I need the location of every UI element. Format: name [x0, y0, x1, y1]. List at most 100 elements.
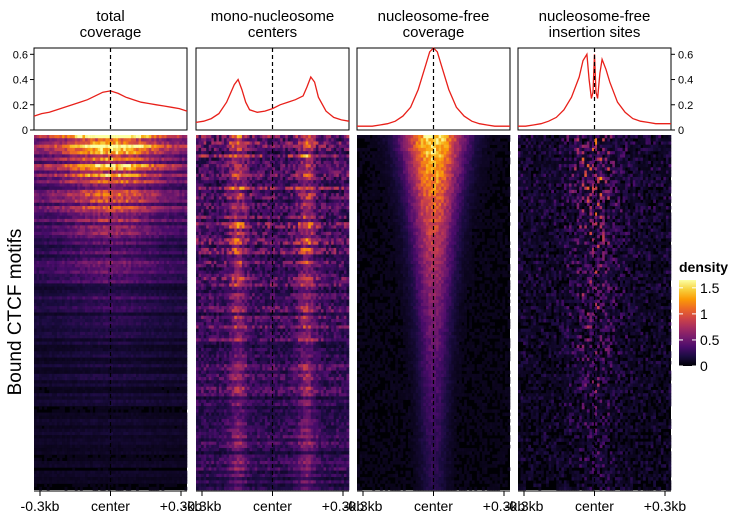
heatmap-cell	[156, 267, 160, 271]
heatmap-cell	[107, 231, 111, 236]
heatmap-cell	[123, 351, 127, 355]
heatmap-cell	[59, 173, 63, 178]
heatmap-cell	[148, 280, 152, 284]
heatmap-cell	[158, 180, 162, 184]
heatmap-cell	[85, 357, 88, 362]
heatmap-cell	[128, 138, 132, 142]
heatmap-cell	[158, 147, 162, 152]
heatmap-cell	[130, 164, 134, 168]
heatmap-cell	[136, 241, 139, 246]
heatmap-cell	[59, 286, 63, 291]
heatmap-cell	[158, 164, 162, 168]
heatmap-cell	[62, 331, 65, 336]
heatmap-cell	[156, 164, 160, 168]
heatmap-cell	[82, 312, 86, 317]
heatmap-cell	[49, 370, 53, 375]
heatmap-cell	[100, 328, 104, 333]
heatmap-cell	[102, 396, 106, 400]
heatmap-cell	[44, 212, 48, 216]
heatmap-cell	[62, 222, 65, 226]
heatmap-cell	[51, 180, 55, 184]
heatmap-cell	[59, 135, 63, 139]
heatmap-cell	[171, 170, 175, 175]
heatmap-cell	[64, 380, 68, 384]
heatmap-cell	[64, 325, 68, 329]
heatmap-cell	[166, 257, 170, 262]
heatmap-cell	[169, 183, 172, 187]
heatmap-cell	[181, 348, 185, 352]
heatmap-cell	[56, 206, 60, 210]
heatmap-cell	[130, 270, 134, 275]
heatmap-cell	[59, 225, 63, 229]
heatmap-cell	[136, 267, 139, 271]
heatmap-cell	[49, 312, 53, 317]
heatmap-cell	[79, 312, 83, 317]
heatmap-cell	[118, 212, 121, 216]
heatmap-cell	[169, 357, 172, 362]
heatmap-cell	[113, 241, 116, 246]
heatmap-cell	[128, 238, 132, 242]
heatmap-cell	[44, 335, 48, 339]
heatmap-cell	[148, 218, 152, 223]
heatmap-cell	[41, 399, 45, 404]
heatmap-cell	[171, 396, 175, 400]
heatmap-cell	[136, 167, 139, 171]
heatmap-cell	[141, 389, 144, 394]
heatmap-cell	[51, 322, 55, 326]
heatmap-cell	[181, 351, 185, 355]
heatmap-cell	[64, 199, 68, 204]
heatmap-cell	[133, 306, 137, 310]
heatmap-cell	[141, 235, 144, 239]
heatmap-cell	[141, 247, 144, 252]
heatmap-cell	[64, 351, 68, 355]
heatmap-cell	[92, 141, 96, 145]
heatmap-cell	[51, 160, 55, 165]
heatmap-cell	[164, 309, 167, 313]
heatmap-cell	[34, 225, 37, 229]
heatmap-cell	[176, 312, 180, 317]
heatmap-cell	[64, 202, 68, 207]
heatmap-cell	[100, 354, 104, 358]
heatmap-cell	[166, 383, 170, 388]
heatmap-cell	[118, 199, 121, 204]
heatmap-cell	[51, 189, 55, 194]
heatmap-cell	[69, 373, 73, 378]
heatmap-cell	[174, 386, 178, 391]
heatmap-cell	[110, 341, 114, 346]
heatmap-cell	[128, 383, 132, 388]
heatmap-cell	[158, 141, 162, 145]
heatmap-cell	[100, 215, 104, 220]
heatmap-cell	[123, 273, 127, 278]
heatmap-cell	[39, 396, 42, 400]
heatmap-cell	[148, 360, 152, 365]
heatmap-cell	[118, 196, 121, 200]
heatmap-cell	[102, 222, 106, 226]
heatmap-cell	[151, 183, 155, 187]
heatmap-cell	[115, 322, 119, 326]
heatmap-cell	[153, 399, 157, 404]
heatmap-cell	[77, 157, 81, 162]
heatmap-cell	[46, 151, 50, 155]
heatmap-cell	[153, 225, 157, 229]
heatmap-cell	[34, 212, 37, 216]
heatmap-cell	[146, 338, 150, 342]
heatmap-cell	[158, 280, 162, 284]
heatmap-cell	[77, 299, 81, 304]
heatmap-cell	[77, 399, 81, 404]
heatmap-cell	[125, 348, 129, 352]
heatmap-cell	[181, 164, 185, 168]
heatmap-cell	[49, 170, 53, 175]
heatmap-cell	[115, 189, 119, 194]
heatmap-cell	[87, 157, 91, 162]
heatmap-cell	[34, 167, 37, 171]
heatmap-cell	[123, 302, 127, 307]
heatmap-cell	[102, 206, 106, 210]
heatmap-cell	[161, 273, 165, 278]
heatmap-cell	[72, 280, 76, 284]
heatmap-cell	[39, 144, 42, 149]
heatmap-cell	[97, 286, 101, 291]
heatmap-cell	[34, 231, 37, 236]
heatmap-cell	[72, 141, 76, 145]
heatmap-cell	[44, 367, 48, 371]
heatmap-cell	[138, 341, 142, 346]
